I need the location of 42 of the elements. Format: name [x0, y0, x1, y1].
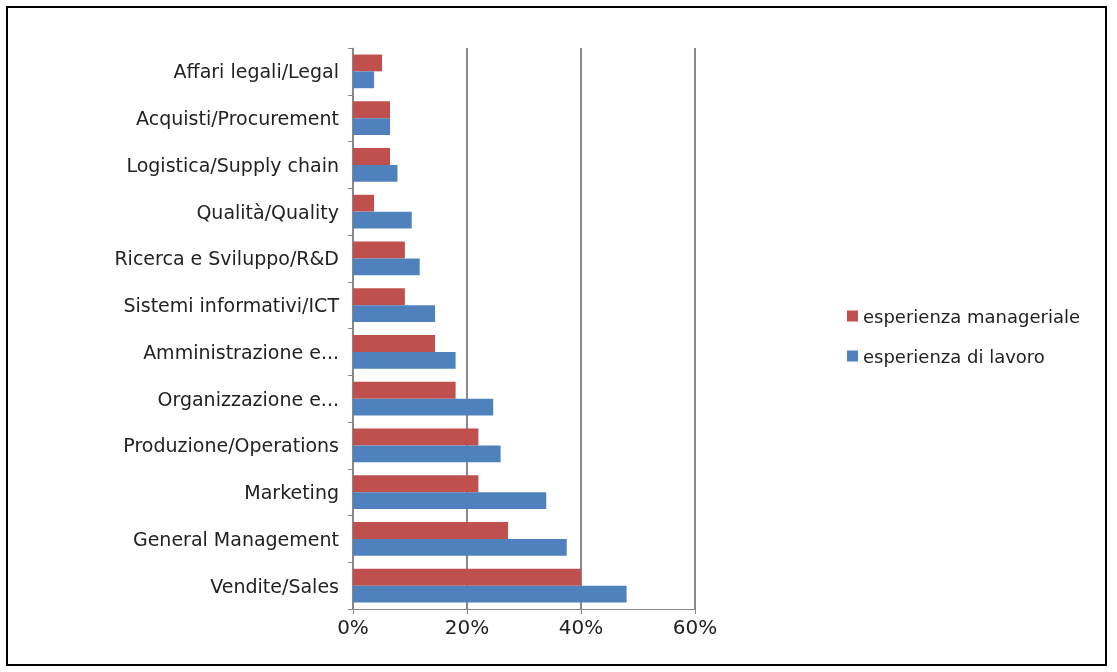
bar [353, 54, 383, 72]
bar [353, 428, 479, 446]
x-tick-label: 60% [672, 615, 718, 639]
y-tick-label: Affari legali/Legal [173, 60, 339, 83]
bar [353, 522, 509, 539]
bar [353, 288, 405, 306]
legend-label: esperienza di lavoro [862, 345, 1045, 367]
bar [353, 381, 456, 399]
bar [353, 568, 581, 586]
bar [353, 148, 391, 165]
y-tick-label: Produzione/Operations [123, 434, 339, 457]
y-tick-label: Sistemi informativi/ICT [123, 294, 340, 317]
bar [353, 585, 627, 603]
bar [353, 194, 375, 212]
bar [353, 258, 420, 276]
bar [353, 335, 436, 352]
bar [353, 305, 436, 322]
legend-label: esperienza manageriale [862, 305, 1080, 327]
bar [353, 211, 412, 229]
y-tick-label: Organizzazione e... [157, 387, 339, 410]
bar [353, 351, 456, 369]
bar [353, 118, 391, 135]
bar [353, 538, 567, 556]
y-tick-label: Logistica/Supply chain [126, 153, 339, 176]
bar [353, 101, 391, 119]
bar [353, 398, 494, 416]
y-tick-label: Marketing [244, 481, 339, 504]
bar [353, 164, 398, 182]
bar [353, 445, 501, 463]
y-tick-label: Amministrazione e... [143, 340, 339, 363]
x-tick-label: 40% [558, 615, 604, 639]
x-tick-label: 0% [337, 615, 369, 639]
y-tick-label: Ricerca e Sviluppo/R&D [114, 247, 339, 270]
y-tick-label: Qualità/Quality [196, 200, 339, 223]
bar [353, 492, 547, 509]
y-tick-label: Acquisti/Procurement [136, 107, 339, 130]
bar [353, 71, 375, 89]
bar [353, 241, 405, 259]
y-tick-label: General Management [132, 527, 339, 550]
x-tick-label: 20% [444, 615, 490, 639]
bar [353, 475, 479, 493]
y-tick-label: Vendite/Sales [210, 574, 339, 597]
